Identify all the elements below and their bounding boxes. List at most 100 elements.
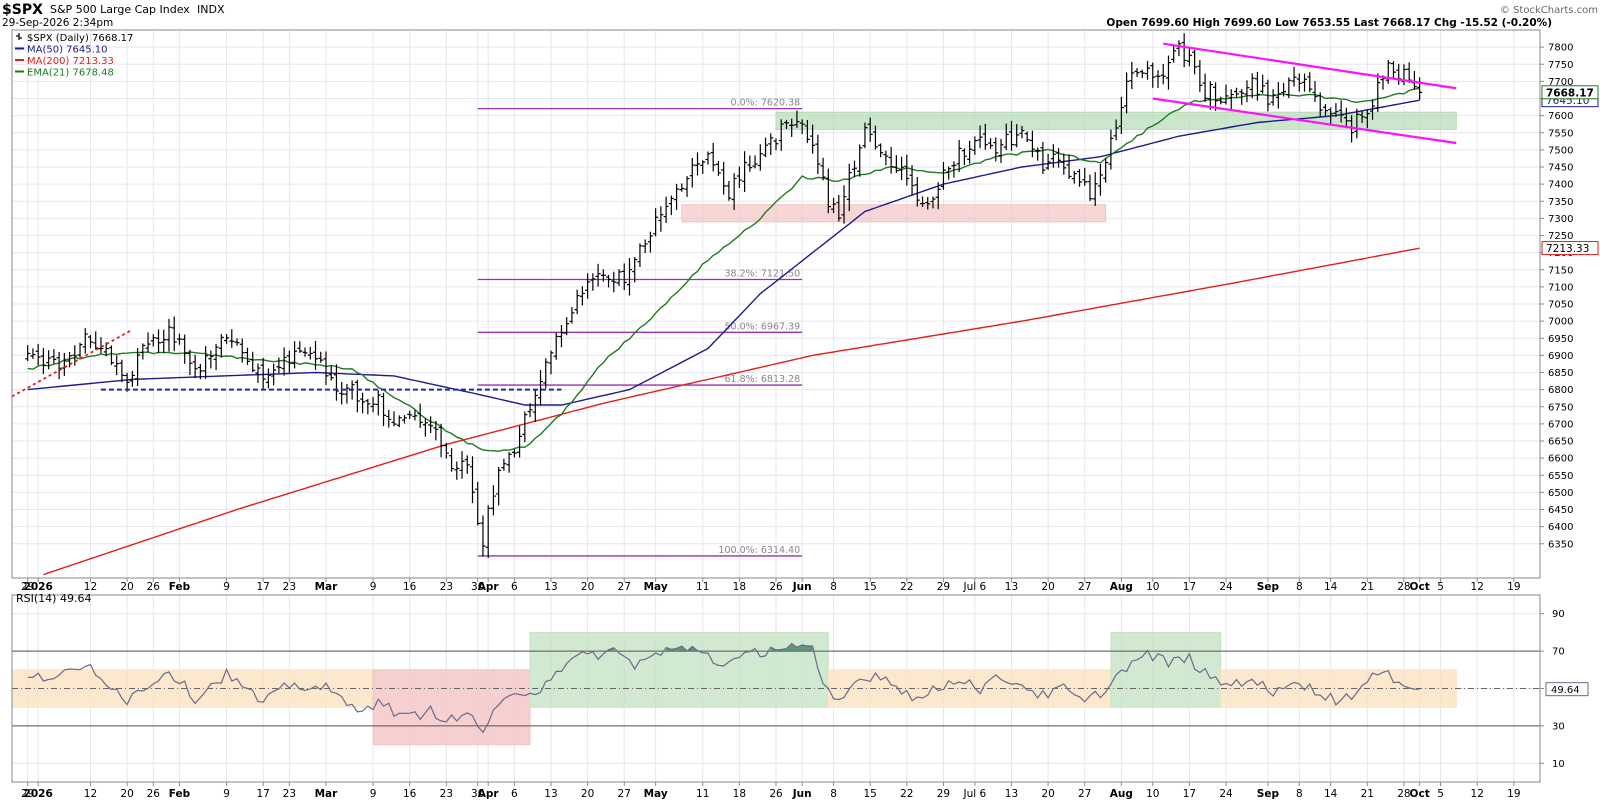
legend-entry: $SPX (Daily) 7668.17 (16, 33, 133, 44)
ohlc-bar (124, 372, 130, 392)
ohlc-bar (1244, 80, 1250, 103)
date-tick-label: 20 (120, 788, 133, 800)
ohlc-bar (428, 416, 434, 434)
ohlc-bar (647, 231, 653, 253)
date-tick-label: 15 (864, 581, 877, 593)
legend-text: MA(200) 7213.33 (27, 56, 114, 67)
ohlc-bar (1197, 60, 1203, 92)
ohlc-bar (511, 449, 517, 458)
ohlc-bar (1307, 72, 1313, 93)
date-tick-label: 13 (544, 581, 557, 593)
ohlc-bar (171, 316, 177, 352)
ohlc-bar (297, 341, 303, 353)
ohlc-bar (799, 119, 805, 135)
ohlc-bar (1349, 115, 1355, 143)
ohlc-bar (1181, 33, 1187, 68)
ohlc-bar (1035, 147, 1041, 161)
rsi-label: RSI(14) 49.64 (16, 592, 91, 605)
ohlc-bar (810, 124, 816, 154)
ohlc-bar (757, 144, 763, 171)
ohlc-bar (569, 307, 575, 324)
date-tick-label: 12 (1471, 581, 1484, 593)
ohlc-bar (1270, 89, 1276, 106)
lower-channel-trendline (1152, 97, 1457, 145)
date-tick-label: 10 (1146, 581, 1159, 593)
ohlc-bar (140, 343, 146, 360)
price-tick-label: 7100 (1548, 282, 1573, 293)
price-tick-label: 6600 (1548, 454, 1573, 465)
ohlc-bar (579, 286, 585, 306)
legend-entry: MA(50) 7645.10 (15, 45, 108, 56)
ohlc-bar (1302, 73, 1308, 92)
ohlc-bar (893, 155, 899, 173)
ohlc-bar (1375, 73, 1381, 112)
ohlc-bar (825, 168, 831, 214)
ohlc-bar (1328, 107, 1334, 125)
ohlc-bar (736, 166, 742, 189)
rsi-tick-label: 10 (1552, 759, 1565, 770)
date-tick-label: 20 (581, 788, 594, 800)
ohlc-bar (1124, 72, 1130, 114)
fib-level-label: 50.0%: 6967.39 (724, 321, 800, 332)
ohlc-bar (1207, 81, 1213, 110)
ohlc-bar (606, 275, 612, 288)
ohlc-bar (1061, 153, 1067, 175)
ohlc-bar (344, 383, 350, 404)
ohlc-bar (1134, 68, 1140, 77)
ohlc-bar (1186, 47, 1192, 67)
ohlc-bar (935, 182, 941, 210)
ohlc-bar (119, 359, 125, 383)
ohlc-bar (35, 343, 41, 366)
ohlc-bar (464, 455, 470, 474)
price-tick-label: 6750 (1548, 402, 1573, 413)
date-axis: 292920262026121220202626FebFeb9917172323… (21, 578, 1521, 800)
ohlc-bar (558, 325, 564, 348)
ohlc-bar (1129, 61, 1135, 90)
ohlc-bar (1296, 73, 1302, 92)
price-tick-label: 7000 (1548, 317, 1573, 328)
ohlc-bar (972, 136, 978, 155)
date-tick-label: Mar (315, 581, 339, 593)
ohlc-bar (156, 329, 162, 353)
ohlc-bar (982, 123, 988, 150)
rsi-tick-label: 30 (1552, 721, 1565, 732)
ohlc-bar (804, 119, 810, 144)
ohlc-bar (161, 329, 167, 354)
date-tick-label: 20 (1041, 581, 1054, 593)
date-tick-label: Feb (169, 581, 191, 593)
ohlc-bar (135, 348, 141, 386)
ohlc-bar (1213, 82, 1219, 111)
ohlc-bar (1118, 96, 1124, 134)
date-tick-label: 9 (223, 581, 230, 593)
ohlc-bar (407, 410, 413, 420)
price-tick-label: 6350 (1548, 539, 1573, 550)
ohlc-bar (114, 355, 120, 376)
legend-entry: EMA(21) 7678.48 (15, 68, 114, 79)
date-tick-label: 13 (1005, 581, 1018, 593)
date-tick-label: Sep (1257, 788, 1280, 800)
ohlc-bar (867, 117, 873, 142)
support-zone (681, 204, 1107, 223)
date-tick-label: 27 (1078, 581, 1091, 593)
ohlc-bar (846, 163, 852, 212)
ohlc-bar (663, 196, 669, 223)
date-tick-label: 30 (471, 581, 484, 593)
ohlc-bar (637, 243, 643, 267)
ohlc-bar (1233, 87, 1239, 98)
date-tick-label: 24 (1219, 788, 1233, 800)
date-tick-label: Jul 6 (963, 788, 987, 800)
ohlc-bar (1254, 71, 1260, 101)
ohlc-bar (77, 342, 83, 358)
date-tick-label: Jul 6 (963, 581, 987, 593)
ohlc-bar (30, 348, 36, 359)
ohlc-bar (778, 119, 784, 151)
ohlc-bar (899, 156, 905, 181)
ohlc-bar (527, 403, 533, 418)
ohlc-bar (1029, 130, 1035, 158)
fibonacci-levels: 0.0%: 7620.38 38.2%: 7121.50 50.0%: 6967.3… (477, 98, 803, 557)
ma200-line (43, 247, 1420, 576)
ohlc-bar (255, 363, 261, 383)
legend-entry: MA(200) 7213.33 (15, 56, 114, 67)
date-tick-label: Jun (792, 788, 812, 800)
